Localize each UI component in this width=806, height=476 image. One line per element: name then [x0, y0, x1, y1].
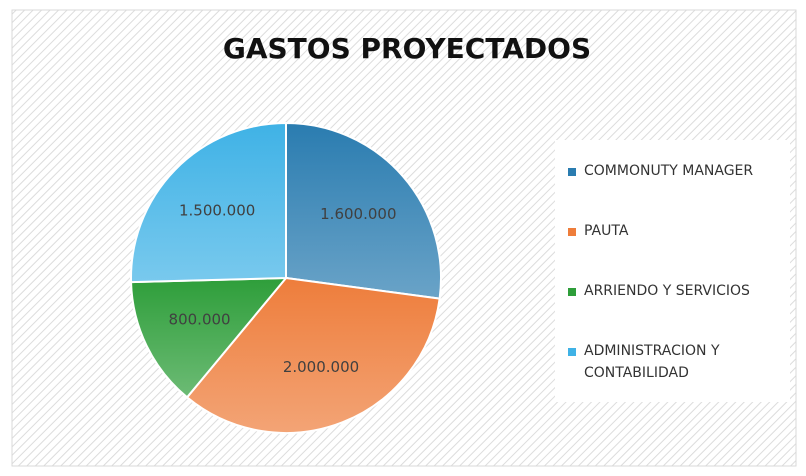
- pie-slice: [130, 276, 289, 399]
- legend-swatch: [568, 228, 576, 236]
- legend-label: ARRIENDO Y SERVICIOS: [584, 283, 750, 299]
- pie-slice: [130, 121, 287, 284]
- legend-item: ARRIENDO Y SERVICIOS: [568, 280, 768, 340]
- data-label: 2.000.000: [283, 358, 359, 376]
- legend-swatch: [568, 348, 576, 356]
- legend-label: COMMONUTY MANAGER: [584, 163, 754, 179]
- legend-item: ADMINISTRACION Y CONTABILIDAD: [568, 340, 768, 400]
- pie-slice: [185, 276, 441, 434]
- data-label: 800.000: [169, 311, 231, 329]
- chart-title: GASTOS PROYECTADOS: [223, 32, 591, 65]
- legend-label: PAUTA: [584, 223, 629, 239]
- legend-item: COMMONUTY MANAGER: [568, 160, 768, 220]
- legend-swatch: [568, 288, 576, 296]
- legend-item: PAUTA: [568, 220, 768, 280]
- data-label: 1.500.000: [179, 201, 255, 219]
- legend-swatch: [568, 168, 576, 176]
- data-label: 1.600.000: [320, 205, 396, 223]
- legend: COMMONUTY MANAGER PAUTA ARRIENDO Y SERVICI…: [568, 160, 768, 400]
- legend-label: ADMINISTRACION Y CONTABILIDAD: [584, 343, 720, 381]
- legend-background: [555, 140, 790, 402]
- pie-slice: [285, 121, 442, 300]
